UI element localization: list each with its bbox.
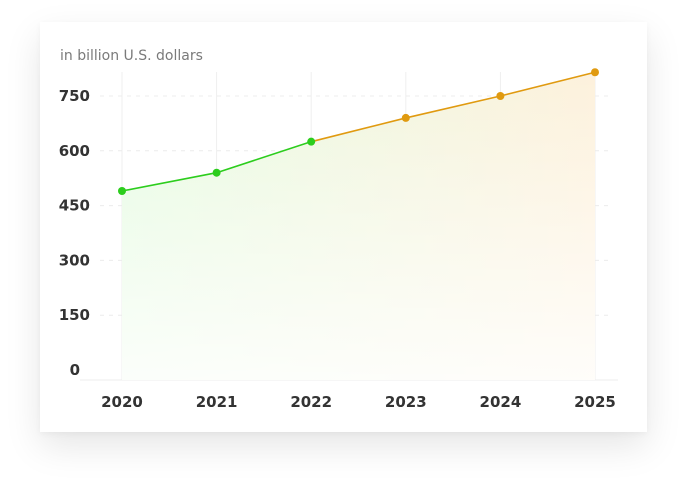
data-point-2020	[118, 186, 126, 195]
data-point-2022	[307, 137, 316, 146]
x-tick-label-2025: 2025	[574, 393, 616, 411]
x-tick-label-2021: 2021	[196, 393, 238, 411]
line-segment-2020-2021	[121, 171, 218, 192]
data-point-2025	[591, 68, 599, 77]
series-points	[118, 68, 599, 195]
data-point-2021	[212, 168, 221, 177]
y-tick-label-750: 750	[59, 87, 90, 105]
line-segment-2023-2024	[404, 95, 502, 119]
line-segment-2024-2025	[499, 71, 596, 97]
series-line	[121, 71, 596, 192]
y-tick-label-0: 0	[70, 361, 80, 379]
line-segment-2021-2022	[215, 140, 313, 174]
y-tick-label-600: 600	[59, 142, 90, 160]
area-fill	[122, 72, 595, 381]
line-segment-2022-2023	[310, 117, 407, 143]
chart-card: in billion U.S. dollars 0 150 300 450 600 750…	[40, 22, 647, 432]
x-tick-label-2022: 2022	[290, 393, 332, 411]
x-tick-label-2024: 2024	[480, 393, 522, 411]
area-fill-fade	[122, 72, 595, 381]
x-tick-label-2020: 2020	[101, 393, 143, 411]
y-tick-label-450: 450	[59, 197, 90, 215]
data-point-2023	[401, 113, 410, 122]
line-chart: in billion U.S. dollars 0 150 300 450 600 750…	[59, 48, 618, 411]
y-tick-label-300: 300	[59, 251, 90, 269]
y-axis-labels: 0 150 300 450 600 750	[59, 87, 90, 379]
x-axis-labels: 2020 2021 2022 2023 2024 2025	[101, 393, 616, 411]
unit-label: in billion U.S. dollars	[60, 48, 203, 64]
data-point-2024	[496, 92, 505, 100]
y-tick-label-150: 150	[59, 306, 90, 324]
x-tick-label-2023: 2023	[385, 393, 427, 411]
